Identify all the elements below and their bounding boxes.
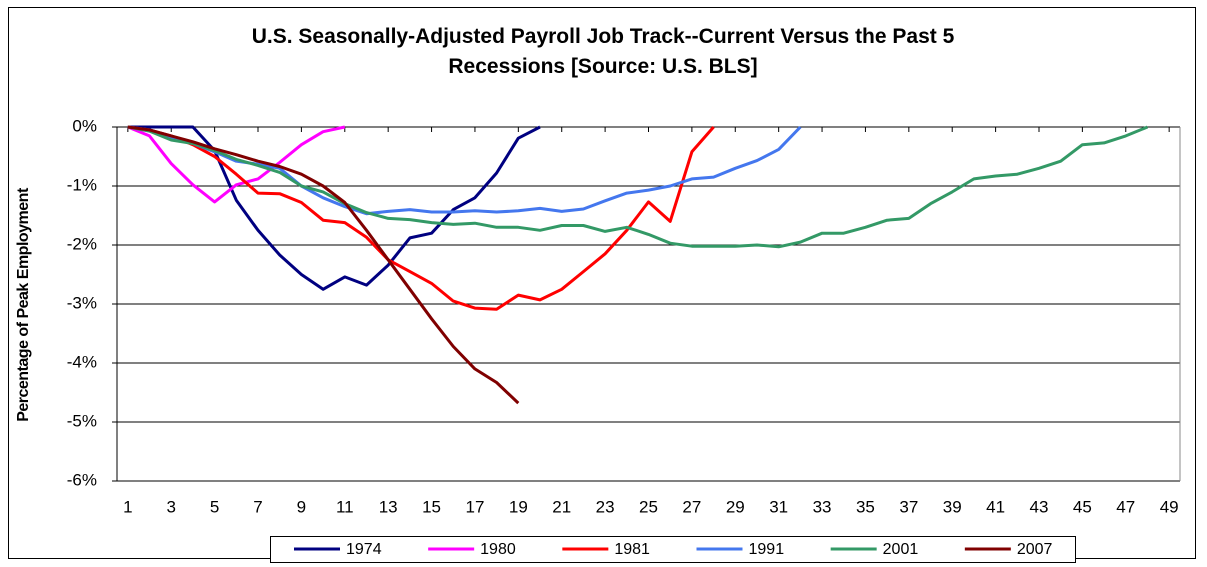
x-tick-label: 13 bbox=[379, 497, 398, 516]
series-line bbox=[127, 125, 520, 405]
x-tick-label: 3 bbox=[167, 497, 176, 516]
x-tick-label: 41 bbox=[986, 497, 1005, 516]
x-tick-label: 47 bbox=[1116, 497, 1135, 516]
x-tick-label: 37 bbox=[899, 497, 918, 516]
x-tick-label: 17 bbox=[465, 497, 484, 516]
x-tick-label: 21 bbox=[552, 497, 571, 516]
x-tick-label: 33 bbox=[813, 497, 832, 516]
x-tick-label: 49 bbox=[1160, 497, 1179, 516]
series-line bbox=[127, 125, 346, 204]
y-tick-label: -5% bbox=[67, 411, 97, 430]
x-tick-label: 5 bbox=[210, 497, 219, 516]
y-axis-label: Percentage of Peak Employment bbox=[15, 187, 32, 422]
series-line bbox=[127, 125, 541, 291]
x-tick-label: 27 bbox=[682, 497, 701, 516]
x-tick-label: 29 bbox=[726, 497, 745, 516]
x-tick-label: 43 bbox=[1030, 497, 1049, 516]
x-tick-label: 7 bbox=[253, 497, 262, 516]
series-line bbox=[127, 125, 715, 311]
legend-label: 2001 bbox=[883, 541, 919, 558]
legend-label: 1980 bbox=[480, 541, 516, 558]
legend-label: 1974 bbox=[346, 541, 382, 558]
y-tick-label: 0% bbox=[72, 116, 97, 135]
y-tick-label: -1% bbox=[67, 175, 97, 194]
legend-box bbox=[270, 536, 1076, 563]
x-tick-label: 19 bbox=[509, 497, 528, 516]
y-tick-label: -4% bbox=[67, 352, 97, 371]
legend-label: 1981 bbox=[614, 541, 650, 558]
chart-border bbox=[8, 7, 1196, 559]
x-tick-label: 15 bbox=[422, 497, 441, 516]
x-tick-label: 25 bbox=[639, 497, 658, 516]
x-tick-label: 1 bbox=[123, 497, 132, 516]
x-tick-label: 11 bbox=[336, 497, 354, 516]
legend-label: 1991 bbox=[749, 541, 785, 558]
x-tick-label: 31 bbox=[769, 497, 788, 516]
y-tick-label: -2% bbox=[67, 234, 97, 253]
y-tick-label: -6% bbox=[67, 470, 97, 489]
chart-title: U.S. Seasonally-Adjusted Payroll Job Tra… bbox=[251, 25, 955, 78]
x-tick-label: 45 bbox=[1073, 497, 1092, 516]
series-line bbox=[127, 125, 1149, 249]
x-tick-label: 35 bbox=[856, 497, 875, 516]
x-tick-label: 23 bbox=[596, 497, 615, 516]
y-tick-label: -3% bbox=[67, 293, 97, 312]
legend-label: 2007 bbox=[1017, 541, 1053, 558]
x-tick-label: 9 bbox=[297, 497, 306, 516]
x-tick-label: 39 bbox=[943, 497, 962, 516]
